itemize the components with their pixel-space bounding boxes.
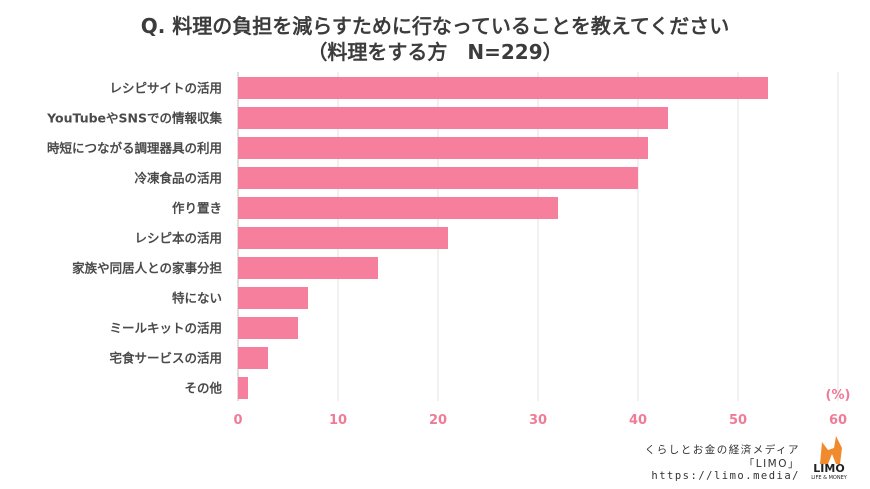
- footer-brand: 「LIMO」: [743, 458, 800, 470]
- category-label: ミールキットの活用: [109, 321, 222, 336]
- bar: [238, 287, 308, 309]
- x-tick-label: 40: [629, 413, 647, 428]
- bar: [238, 257, 378, 279]
- category-label: 時短につながる調理器具の利用: [47, 141, 222, 156]
- category-label: レシピサイトの活用: [109, 81, 222, 96]
- chart-subtitle: （料理をする方 N=229）: [307, 40, 563, 64]
- bar: [238, 317, 298, 339]
- bar: [238, 197, 558, 219]
- x-tick-label: 60: [829, 413, 847, 428]
- x-tick-label: 30: [529, 413, 547, 428]
- bar: [238, 167, 638, 189]
- footer-url[interactable]: https://limo.media/: [651, 470, 800, 482]
- logo-tagline: LIFE & MONEY: [811, 475, 847, 481]
- logo-text: LIMO: [813, 462, 845, 475]
- x-tick-label: 0: [233, 413, 242, 428]
- x-tick-label: 10: [329, 413, 347, 428]
- category-label: 作り置き: [172, 201, 222, 216]
- bar: [238, 347, 268, 369]
- category-label: レシピ本の活用: [134, 231, 222, 246]
- chart-title: Q. 料理の負担を減らすために行なっていることを教えてください: [140, 14, 730, 38]
- x-tick-label: 20: [429, 413, 447, 428]
- x-axis-ticks: 0 10 20 30 40 50 60: [233, 413, 847, 428]
- footer-tagline: くらしとお金の経済メディア: [644, 444, 800, 456]
- category-labels: レシピサイトの活用 YouTubeやSNSでの情報収集時短につながる調理器具の利用…: [46, 81, 222, 396]
- category-label: 宅食サービスの活用: [109, 351, 222, 366]
- bar: [238, 137, 648, 159]
- bar: [238, 77, 768, 99]
- category-label: 特にない: [172, 291, 222, 306]
- category-label: 家族や同居人との家事分担: [72, 261, 222, 276]
- bars: [238, 77, 768, 399]
- bar: [238, 107, 668, 129]
- category-label: YouTubeやSNSでの情報収集: [46, 111, 222, 126]
- limo-fox-icon: [820, 436, 842, 464]
- category-label: 冷凍食品の活用: [134, 171, 222, 186]
- bar: [238, 377, 248, 399]
- bar: [238, 227, 448, 249]
- category-label: その他: [184, 381, 222, 396]
- x-tick-label: 50: [729, 413, 747, 428]
- unit-label: (%): [826, 388, 851, 403]
